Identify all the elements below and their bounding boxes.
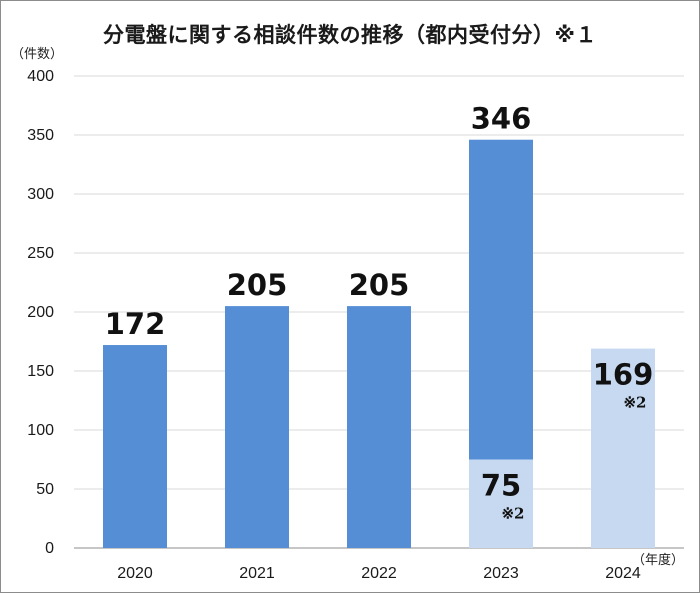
data-label: 172: [105, 307, 166, 341]
bar-2020-segment-0: [103, 345, 167, 548]
y-tick-label: 100: [27, 422, 54, 439]
footnote-label: ※2: [623, 394, 646, 412]
chart-title: 分電盤に関する相談件数の推移（都内受付分）※１: [103, 23, 597, 47]
footnote-label: ※2: [501, 505, 524, 523]
x-tick-label: 2020: [117, 565, 153, 582]
data-label: 75: [481, 469, 521, 503]
data-label: 346: [471, 102, 532, 136]
x-tick-label: 2023: [483, 565, 519, 582]
data-label: 205: [227, 268, 288, 302]
y-tick-label: 0: [45, 540, 54, 557]
x-axis-unit-label: （年度）: [632, 553, 685, 568]
data-label: 205: [349, 268, 410, 302]
y-tick-label: 400: [27, 68, 54, 85]
bar-2023-segment-1: [469, 459, 533, 548]
y-tick-label: 200: [27, 304, 54, 321]
bar-2021-segment-0: [225, 306, 289, 548]
y-tick-label: 350: [27, 127, 54, 144]
y-tick-label: 300: [27, 186, 54, 203]
y-tick-label: 50: [36, 481, 54, 498]
data-label: 169: [593, 358, 654, 392]
bar-2022-segment-0: [347, 306, 411, 548]
y-axis-unit-label: （件数）: [11, 47, 64, 62]
x-tick-label: 2024: [605, 565, 641, 582]
x-tick-label: 2021: [239, 565, 275, 582]
y-tick-label: 250: [27, 245, 54, 262]
x-tick-label: 2022: [361, 565, 397, 582]
y-tick-label: 150: [27, 363, 54, 380]
bar-2024-segment-0: [591, 348, 655, 548]
